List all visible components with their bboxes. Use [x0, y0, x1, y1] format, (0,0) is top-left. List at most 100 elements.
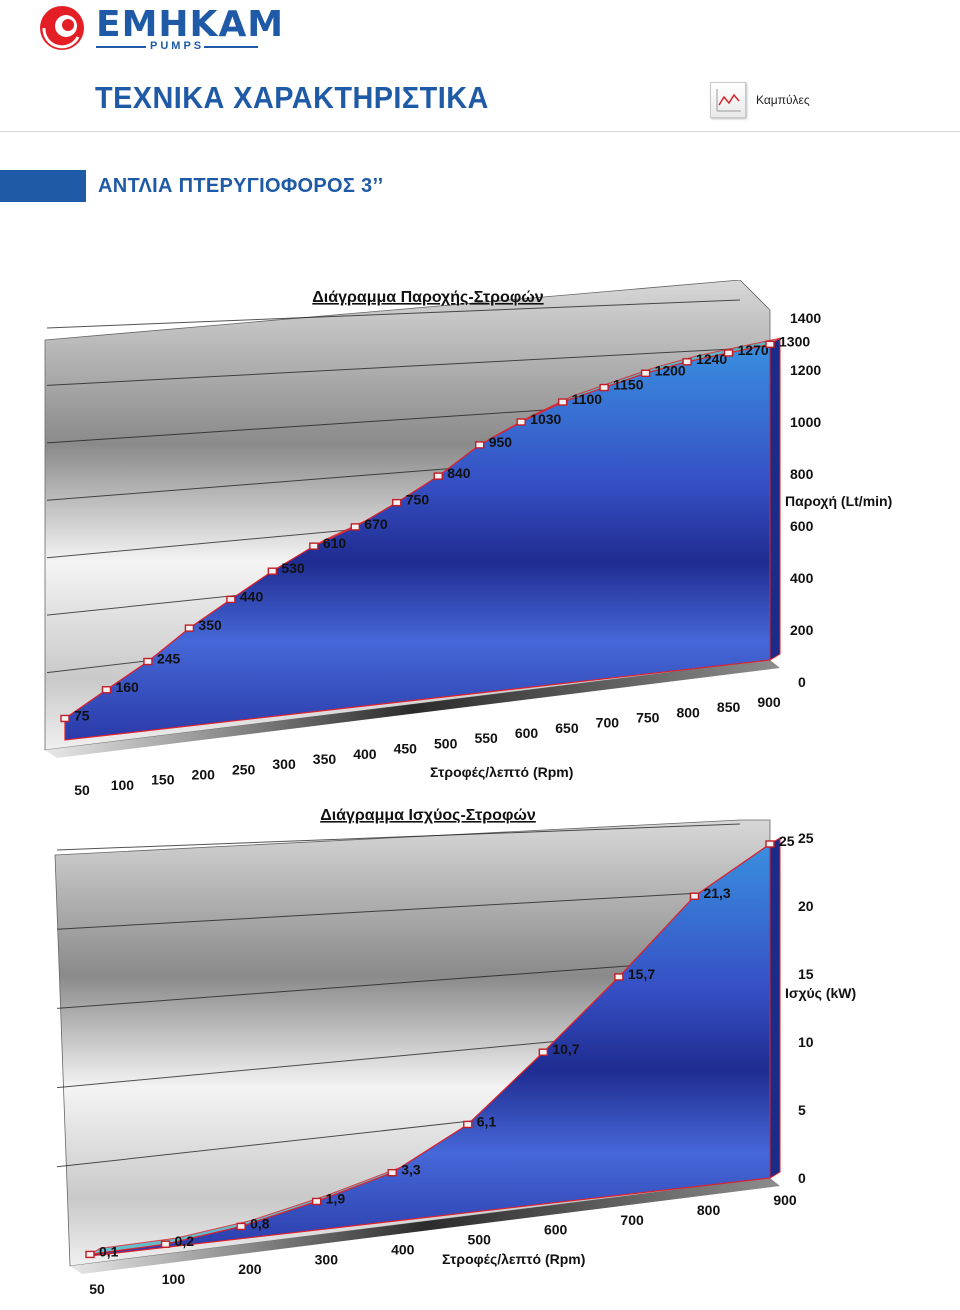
- y-tick-label: 1200: [790, 362, 821, 378]
- y-tick-label: 600: [790, 518, 814, 534]
- data-point: [682, 358, 692, 366]
- chart-floor: [45, 660, 780, 758]
- data-point: [387, 1168, 397, 1177]
- data-label: 670: [364, 516, 388, 532]
- y-tick-label: 0: [798, 1170, 806, 1186]
- data-label: 1240: [696, 351, 727, 367]
- data-label: 840: [447, 465, 471, 481]
- y-tick-label: 0: [798, 674, 806, 690]
- data-label: 1200: [655, 362, 686, 378]
- data-point: [101, 686, 112, 694]
- data-point: [311, 1197, 322, 1206]
- data-point: [765, 340, 775, 348]
- y-tick-label: 200: [790, 622, 814, 638]
- curves-button[interactable]: Καμπύλες: [710, 80, 820, 118]
- data-label: 6,1: [477, 1113, 497, 1129]
- data-label: 25: [779, 833, 795, 849]
- data-point: [538, 1048, 549, 1056]
- data-label: 950: [489, 434, 513, 450]
- header-divider: [0, 131, 960, 132]
- section-accent-bar: [0, 170, 86, 202]
- data-point: [160, 1240, 171, 1248]
- flow-rpm-chart: 75 160 245 350 440 530 610 670 750 840 950 1030 1100…: [0, 280, 960, 800]
- x-tick-label: 250: [232, 761, 256, 777]
- y-tick-label: 10: [798, 1034, 814, 1050]
- x-tick-label: 350: [313, 751, 337, 767]
- data-label: 0,2: [175, 1233, 195, 1249]
- data-label: 15,7: [628, 966, 655, 982]
- data-point: [226, 595, 236, 604]
- x-tick-label: 200: [192, 766, 216, 782]
- data-label: 10,7: [552, 1041, 579, 1057]
- y-axis-label: Παροχή (Lt/min): [785, 493, 892, 509]
- data-label: 1300: [779, 333, 810, 349]
- data-label: 750: [406, 492, 430, 508]
- x-tick-label: 400: [353, 746, 377, 762]
- x-tick-label: 150: [151, 772, 175, 788]
- x-tick-label: 100: [162, 1271, 186, 1287]
- x-axis-label: Στροφές/λεπτό (Rpm): [430, 764, 573, 780]
- x-tick-label: 900: [773, 1192, 797, 1208]
- x-tick-label: 50: [89, 1281, 105, 1297]
- y-tick-label: 400: [790, 570, 814, 586]
- brand-name: EMHKAM: [96, 4, 285, 45]
- y-tick-label: 25: [798, 830, 814, 846]
- y-tick-label: 800: [790, 466, 814, 482]
- data-label: 21,3: [703, 885, 730, 901]
- data-label: 350: [198, 617, 222, 633]
- data-label: 1270: [738, 342, 769, 358]
- grid-line: [56, 890, 741, 930]
- power-rpm-chart-svg: 0,1 0,2 0,8 1,9 3,3 6,1 10,7 15,7 21,3 25 0 5 10 15 20…: [54, 807, 856, 1297]
- data-point: [516, 418, 526, 426]
- x-tick-label: 450: [394, 741, 418, 757]
- data-point: [557, 398, 568, 406]
- data-point: [640, 369, 651, 378]
- x-tick-label: 300: [272, 756, 296, 772]
- x-tick-label: 50: [74, 782, 90, 798]
- curves-label: Καμπύλες: [756, 93, 810, 107]
- data-point: [236, 1222, 246, 1231]
- data-point: [392, 498, 402, 507]
- x-tick-label: 700: [596, 715, 620, 731]
- brand-subtitle: PUMPS: [150, 40, 205, 52]
- data-point: [475, 441, 485, 449]
- grid-line: [56, 957, 741, 1009]
- series-side: [769, 337, 781, 661]
- x-tick-label: 700: [620, 1212, 644, 1228]
- data-point: [85, 1250, 95, 1259]
- grid-line: [56, 823, 741, 851]
- data-point: [614, 973, 624, 981]
- x-tick-label: 300: [315, 1251, 339, 1267]
- data-label: 530: [281, 560, 305, 576]
- x-tick-label: 800: [697, 1202, 721, 1218]
- grid-line: [46, 299, 741, 329]
- line-chart-icon: [710, 82, 746, 118]
- data-point: [60, 714, 70, 723]
- data-point: [267, 567, 278, 575]
- x-tick-label: 600: [544, 1222, 568, 1238]
- data-label: 1030: [530, 411, 561, 427]
- x-tick-label: 100: [111, 777, 135, 793]
- x-tick-label: 600: [515, 725, 539, 741]
- data-point: [723, 349, 734, 357]
- x-tick-label: 500: [468, 1232, 492, 1248]
- y-tick-label: 20: [798, 898, 814, 914]
- data-point: [463, 1120, 473, 1129]
- data-point: [143, 657, 153, 666]
- data-label: 160: [115, 679, 139, 695]
- x-tick-label: 800: [676, 704, 700, 720]
- data-label: 3,3: [401, 1162, 421, 1178]
- data-label: 75: [74, 707, 90, 723]
- chart-floor: [70, 1178, 780, 1274]
- section-title: ΑΝΤΛΙΑ ΠΤΕΡΥΓΙΟΦΟΡΟΣ 3’’: [98, 175, 384, 197]
- y-tick-label: 1000: [790, 414, 821, 430]
- grid-line: [46, 348, 741, 386]
- flow-rpm-chart-svg: 75 160 245 350 440 530 610 670 750 840 950 1030 1100…: [44, 280, 892, 798]
- data-point: [689, 892, 700, 900]
- power-rpm-chart: 0,1 0,2 0,8 1,9 3,3 6,1 10,7 15,7 21,3 25 0 5 10 15 20…: [0, 800, 960, 1310]
- data-point: [350, 523, 360, 531]
- data-point: [599, 383, 609, 392]
- data-label: 440: [240, 588, 264, 604]
- y-tick-label: 1400: [790, 310, 821, 326]
- x-tick-label: 850: [717, 699, 741, 715]
